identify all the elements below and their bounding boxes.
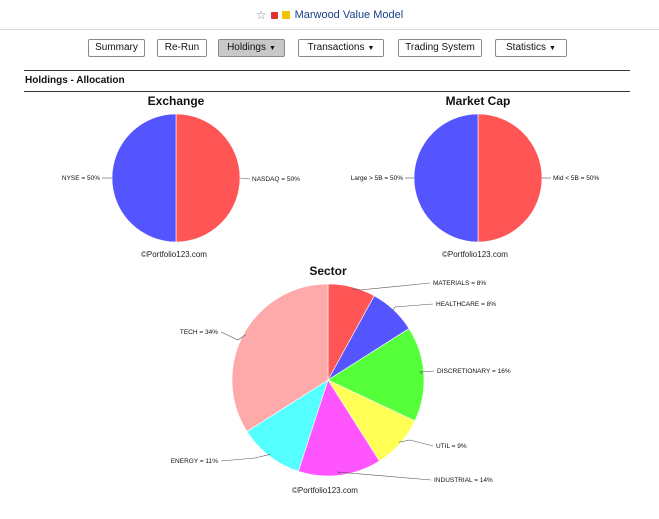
chart2-label-6: TECH = 34% bbox=[180, 329, 218, 336]
rerun-button-label: Re-Run bbox=[164, 42, 200, 53]
chart2-label-5: ENERGY = 11% bbox=[171, 458, 218, 465]
chart2-leader-3 bbox=[398, 439, 434, 447]
chart2-leader-0 bbox=[351, 282, 431, 291]
rerun-button[interactable]: Re-Run bbox=[157, 39, 207, 57]
section-rule-bottom bbox=[24, 91, 630, 92]
marketcap-copyright: ©Portfolio123.com bbox=[442, 250, 508, 259]
chart2-slice-4 bbox=[297, 379, 380, 477]
chart0-slice-1 bbox=[111, 113, 177, 243]
chart2-label-4: INDUSTRIAL = 14% bbox=[434, 477, 493, 484]
chart0-slice-0 bbox=[175, 113, 241, 243]
chart2-label-1: HEALTHCARE = 8% bbox=[436, 301, 496, 308]
sector-chart-title: Sector bbox=[309, 264, 347, 278]
chart2-slice-2 bbox=[327, 328, 425, 422]
lock-icon bbox=[270, 11, 278, 19]
chart1-slice-1 bbox=[413, 113, 479, 243]
section-rule-top bbox=[24, 70, 630, 71]
holdings-dropdown-label: Holdings bbox=[227, 42, 266, 53]
statistics-dropdown-label: Statistics bbox=[506, 42, 547, 53]
title-divider bbox=[0, 29, 659, 30]
chart2-leader-1 bbox=[392, 303, 434, 312]
chart2-slice-5 bbox=[246, 379, 329, 472]
note-icon bbox=[281, 11, 290, 19]
caret-down-icon: ▼ bbox=[268, 45, 276, 52]
chart0-label-0: NASDAQ = 50% bbox=[252, 176, 300, 183]
holdings-dropdown[interactable]: Holdings ▼ bbox=[218, 39, 285, 57]
caret-down-icon: ▼ bbox=[549, 45, 556, 52]
caret-down-icon: ▼ bbox=[367, 45, 375, 52]
chart2-slice-6 bbox=[231, 283, 329, 432]
trading-system-button-label: Trading System bbox=[405, 42, 475, 53]
page-title: Marwood Value Model bbox=[294, 9, 404, 21]
statistics-dropdown[interactable]: Statistics ▼ bbox=[495, 39, 567, 57]
chart1-label-0: Mid < 5B = 50% bbox=[553, 175, 599, 182]
trading-system-button[interactable]: Trading System bbox=[398, 39, 482, 57]
summary-button[interactable]: Summary bbox=[88, 39, 145, 57]
chart2-label-3: UTIL = 9% bbox=[436, 443, 467, 450]
chart2-leader-5 bbox=[220, 454, 271, 462]
transactions-dropdown[interactable]: Transactions ▼ bbox=[298, 39, 384, 57]
chart2-label-0: MATERIALS = 8% bbox=[433, 280, 486, 287]
chart1-label-1: Large > 5B = 50% bbox=[351, 175, 404, 182]
chart2-leader-4 bbox=[336, 471, 432, 481]
section-title: Holdings - Allocation bbox=[25, 75, 125, 86]
transactions-dropdown-label: Transactions bbox=[307, 42, 365, 53]
star-icon[interactable]: ☆ bbox=[255, 8, 267, 22]
exchange-copyright: ©Portfolio123.com bbox=[141, 250, 207, 259]
marketcap-chart-title: Market Cap bbox=[445, 94, 511, 108]
browser-title-bar: ☆ Marwood Value Model bbox=[0, 0, 659, 30]
chart2-leader-2 bbox=[419, 370, 435, 375]
chart1-slice-0 bbox=[477, 113, 543, 243]
chart2-leader-6 bbox=[220, 331, 246, 341]
chart0-leader-0 bbox=[239, 177, 251, 180]
chart0-label-1: NYSE = 50% bbox=[62, 175, 100, 182]
chart2-label-2: DISCRETIONARY = 16% bbox=[437, 368, 511, 375]
summary-button-label: Summary bbox=[95, 42, 138, 53]
exchange-chart-title: Exchange bbox=[147, 94, 205, 108]
sector-copyright: ©Portfolio123.com bbox=[292, 486, 358, 495]
nav-bar: Summary Re-Run Holdings ▼ Transactions ▼ T… bbox=[0, 39, 659, 59]
